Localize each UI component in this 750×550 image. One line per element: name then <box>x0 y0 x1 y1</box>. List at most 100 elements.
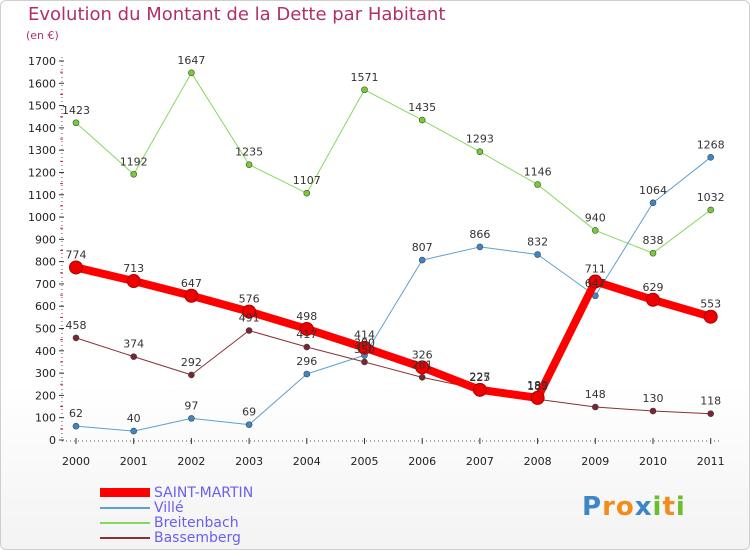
x-tick-label: 2001 <box>120 455 148 468</box>
y-tick-label: 600 <box>35 300 56 313</box>
data-point <box>418 374 426 381</box>
data-point <box>303 343 311 351</box>
y-tick-label: 100 <box>35 412 56 425</box>
data-label: 296 <box>296 355 317 368</box>
x-tick-label: 2005 <box>351 455 379 468</box>
logo-letter: o <box>615 492 635 522</box>
data-point <box>357 340 372 355</box>
data-label: 118 <box>700 395 721 408</box>
logo-letter: P <box>582 492 603 522</box>
logo-letter: i <box>675 492 686 522</box>
data-label: 498 <box>296 310 317 323</box>
data-label: 647 <box>585 277 606 290</box>
data-point <box>534 181 541 188</box>
data-point <box>303 189 311 197</box>
data-point <box>588 274 603 289</box>
data-point <box>476 243 484 251</box>
data-point <box>591 227 599 234</box>
data-point <box>188 371 195 379</box>
series-line-bassemberg <box>75 330 712 415</box>
data-label: 1235 <box>235 146 263 159</box>
data-point <box>361 358 368 366</box>
data-point <box>703 309 718 324</box>
data-point <box>415 360 430 375</box>
data-label: 807 <box>412 241 433 254</box>
data-label: 553 <box>700 298 721 311</box>
data-point <box>245 421 253 428</box>
logo-letter: t <box>662 492 676 522</box>
data-label: 380 <box>354 336 375 349</box>
x-tick-label: 2004 <box>293 455 321 468</box>
y-tick-label: 200 <box>35 389 56 402</box>
y-tick-label: 900 <box>35 233 56 246</box>
data-point <box>707 206 715 214</box>
data-label: 774 <box>66 248 87 261</box>
chart-series <box>69 69 718 435</box>
data-label: 1435 <box>408 101 436 114</box>
y-tick-label: 700 <box>35 278 56 291</box>
data-point <box>184 288 199 303</box>
data-point <box>649 249 657 257</box>
data-point <box>707 410 715 417</box>
data-point <box>649 199 657 207</box>
data-point <box>418 116 426 124</box>
legend-label: Bassemberg <box>154 530 241 546</box>
legend-swatch <box>100 488 150 497</box>
series-line-villé <box>75 156 712 432</box>
logo-letter: i <box>652 492 663 522</box>
data-label: 838 <box>643 234 664 247</box>
data-label: 491 <box>239 312 260 325</box>
y-tick-label: 1600 <box>28 77 56 90</box>
data-point <box>72 422 80 430</box>
x-tick-label: 2009 <box>581 455 609 468</box>
data-point <box>130 170 137 178</box>
legend-swatch <box>100 522 150 524</box>
y-tick-label: 800 <box>35 256 56 269</box>
chart-axes: 0 100 200 300 400 500 600 700 800 900 1000 1100 1200… <box>28 55 725 468</box>
y-tick-label: 1300 <box>28 144 56 157</box>
data-label: 281 <box>412 358 433 371</box>
y-tick-label: 1200 <box>28 166 56 179</box>
data-label: 62 <box>69 407 83 420</box>
data-label: 576 <box>239 293 260 306</box>
data-point <box>361 86 368 94</box>
data-label: 227 <box>469 370 490 383</box>
x-tick-label: 2007 <box>466 455 494 468</box>
x-tick-label: 2008 <box>524 455 552 468</box>
data-point <box>130 427 137 435</box>
data-label: 458 <box>66 319 87 332</box>
data-label: 374 <box>123 338 144 351</box>
data-label: 832 <box>527 236 548 249</box>
y-tick-label: 0 <box>49 434 56 447</box>
data-label: 326 <box>412 348 433 361</box>
data-point <box>649 407 657 415</box>
data-label: 1032 <box>697 191 725 204</box>
series-line-saint-martin <box>72 263 715 402</box>
x-tick-label: 2010 <box>639 455 667 468</box>
data-point <box>530 390 545 405</box>
data-label: 629 <box>643 281 664 294</box>
legend-label: SAINT-MARTIN <box>154 485 254 501</box>
y-tick-label: 1100 <box>28 189 56 202</box>
legend-swatch <box>100 507 150 509</box>
data-label: 292 <box>181 356 202 369</box>
data-label: 1423 <box>62 104 90 117</box>
y-tick-label: 400 <box>35 345 56 358</box>
data-label: 711 <box>585 262 606 275</box>
data-label: 940 <box>585 211 606 224</box>
data-label: 40 <box>127 412 141 425</box>
data-point <box>646 292 660 307</box>
data-label: 350 <box>354 343 375 356</box>
data-point <box>303 370 311 378</box>
data-point <box>242 304 257 319</box>
y-tick-label: 300 <box>35 367 56 380</box>
data-point <box>72 119 80 127</box>
y-axis-unit-label: (en €) <box>26 29 59 42</box>
data-label: 1647 <box>177 54 205 67</box>
data-label: 1293 <box>466 133 494 146</box>
data-label: 183 <box>527 380 548 393</box>
data-label: 417 <box>296 328 317 341</box>
data-label: 148 <box>585 388 606 401</box>
data-label: 414 <box>354 329 375 342</box>
